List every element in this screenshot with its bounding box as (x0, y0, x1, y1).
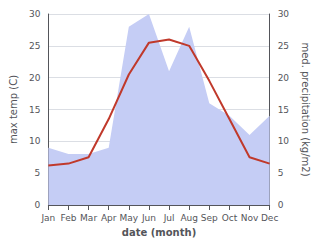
svg-text:30: 30 (29, 9, 41, 19)
svg-text:med. precipitation (kg/m2): med. precipitation (kg/m2) (300, 42, 311, 176)
svg-text:5: 5 (35, 168, 41, 178)
svg-text:Dec: Dec (261, 213, 278, 223)
svg-text:0: 0 (278, 200, 284, 210)
svg-text:Jun: Jun (141, 213, 156, 223)
svg-text:20: 20 (278, 73, 290, 83)
svg-text:Aug: Aug (180, 213, 198, 223)
svg-text:25: 25 (29, 41, 40, 51)
svg-text:25: 25 (278, 41, 289, 51)
svg-text:Jan: Jan (40, 213, 55, 223)
svg-text:Oct: Oct (222, 213, 238, 223)
svg-text:max temp (C): max temp (C) (8, 75, 19, 144)
svg-text:Apr: Apr (101, 213, 117, 223)
svg-text:Nov: Nov (241, 213, 259, 223)
svg-text:5: 5 (278, 168, 284, 178)
svg-text:Jul: Jul (163, 213, 175, 223)
svg-text:30: 30 (278, 9, 290, 19)
svg-text:Feb: Feb (61, 213, 77, 223)
svg-text:May: May (120, 213, 139, 223)
svg-text:0: 0 (35, 200, 41, 210)
svg-text:10: 10 (278, 136, 290, 146)
svg-text:date (month): date (month) (122, 227, 196, 238)
svg-text:15: 15 (278, 105, 289, 115)
svg-text:Sep: Sep (201, 213, 218, 223)
svg-text:Mar: Mar (80, 213, 97, 223)
svg-text:15: 15 (29, 105, 40, 115)
svg-text:10: 10 (29, 136, 41, 146)
svg-text:20: 20 (29, 73, 41, 83)
